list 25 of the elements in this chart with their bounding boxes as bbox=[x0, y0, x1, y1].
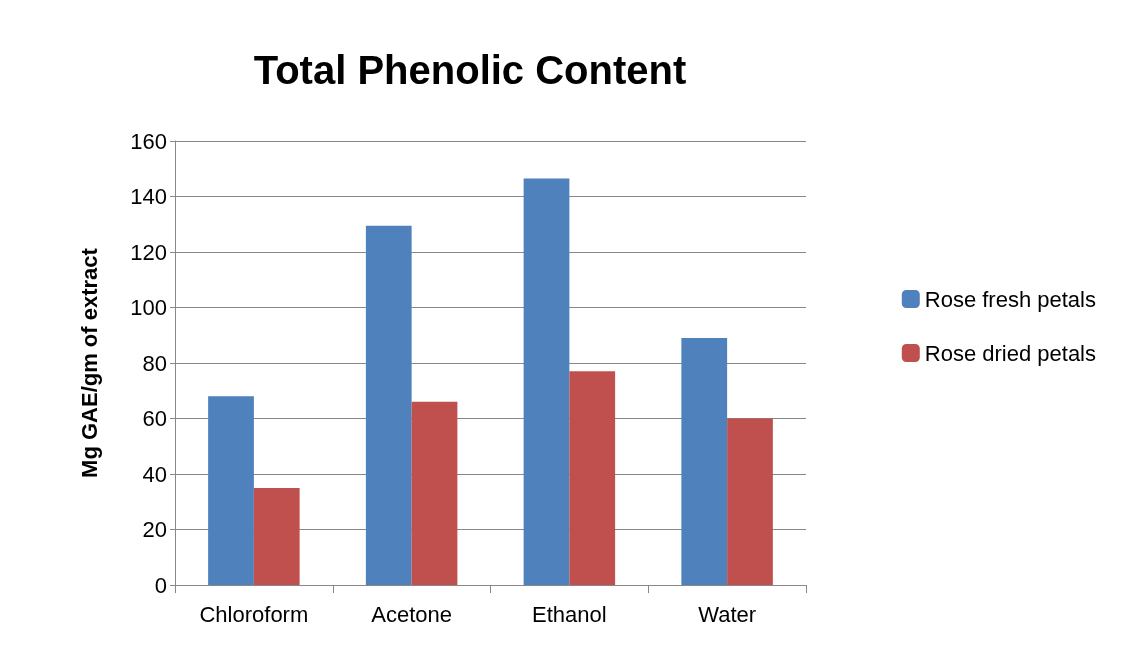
bar bbox=[365, 225, 412, 585]
y-tick-label: 100 bbox=[130, 295, 167, 320]
x-tick-label: Acetone bbox=[371, 601, 452, 627]
y-tick-label: 160 bbox=[130, 128, 167, 154]
chart-title: Total Phenolic Content bbox=[253, 48, 687, 92]
y-tick-label: 80 bbox=[142, 350, 167, 376]
bar bbox=[523, 178, 570, 585]
bar bbox=[727, 418, 773, 585]
legend-label: Rose dried petals bbox=[924, 340, 1097, 366]
bar bbox=[411, 401, 458, 585]
y-tick-label: 20 bbox=[142, 517, 167, 542]
x-tick-label: Ethanol bbox=[532, 601, 607, 627]
x-tick-label: Water bbox=[698, 601, 757, 627]
bar bbox=[569, 371, 616, 585]
y-tick-label: 40 bbox=[142, 461, 167, 487]
y-axis-title: Mg GAE/gm of extract bbox=[76, 247, 102, 478]
y-tick-label: 120 bbox=[130, 239, 167, 265]
y-tick-label: 60 bbox=[142, 406, 167, 431]
bar bbox=[208, 396, 254, 585]
x-tick-label: Chloroform bbox=[199, 601, 309, 627]
y-tick-label: 140 bbox=[130, 184, 167, 209]
bar bbox=[681, 338, 728, 585]
bar bbox=[253, 487, 300, 585]
legend-label: Rose fresh petals bbox=[924, 286, 1096, 312]
y-tick-label: 0 bbox=[154, 572, 167, 598]
